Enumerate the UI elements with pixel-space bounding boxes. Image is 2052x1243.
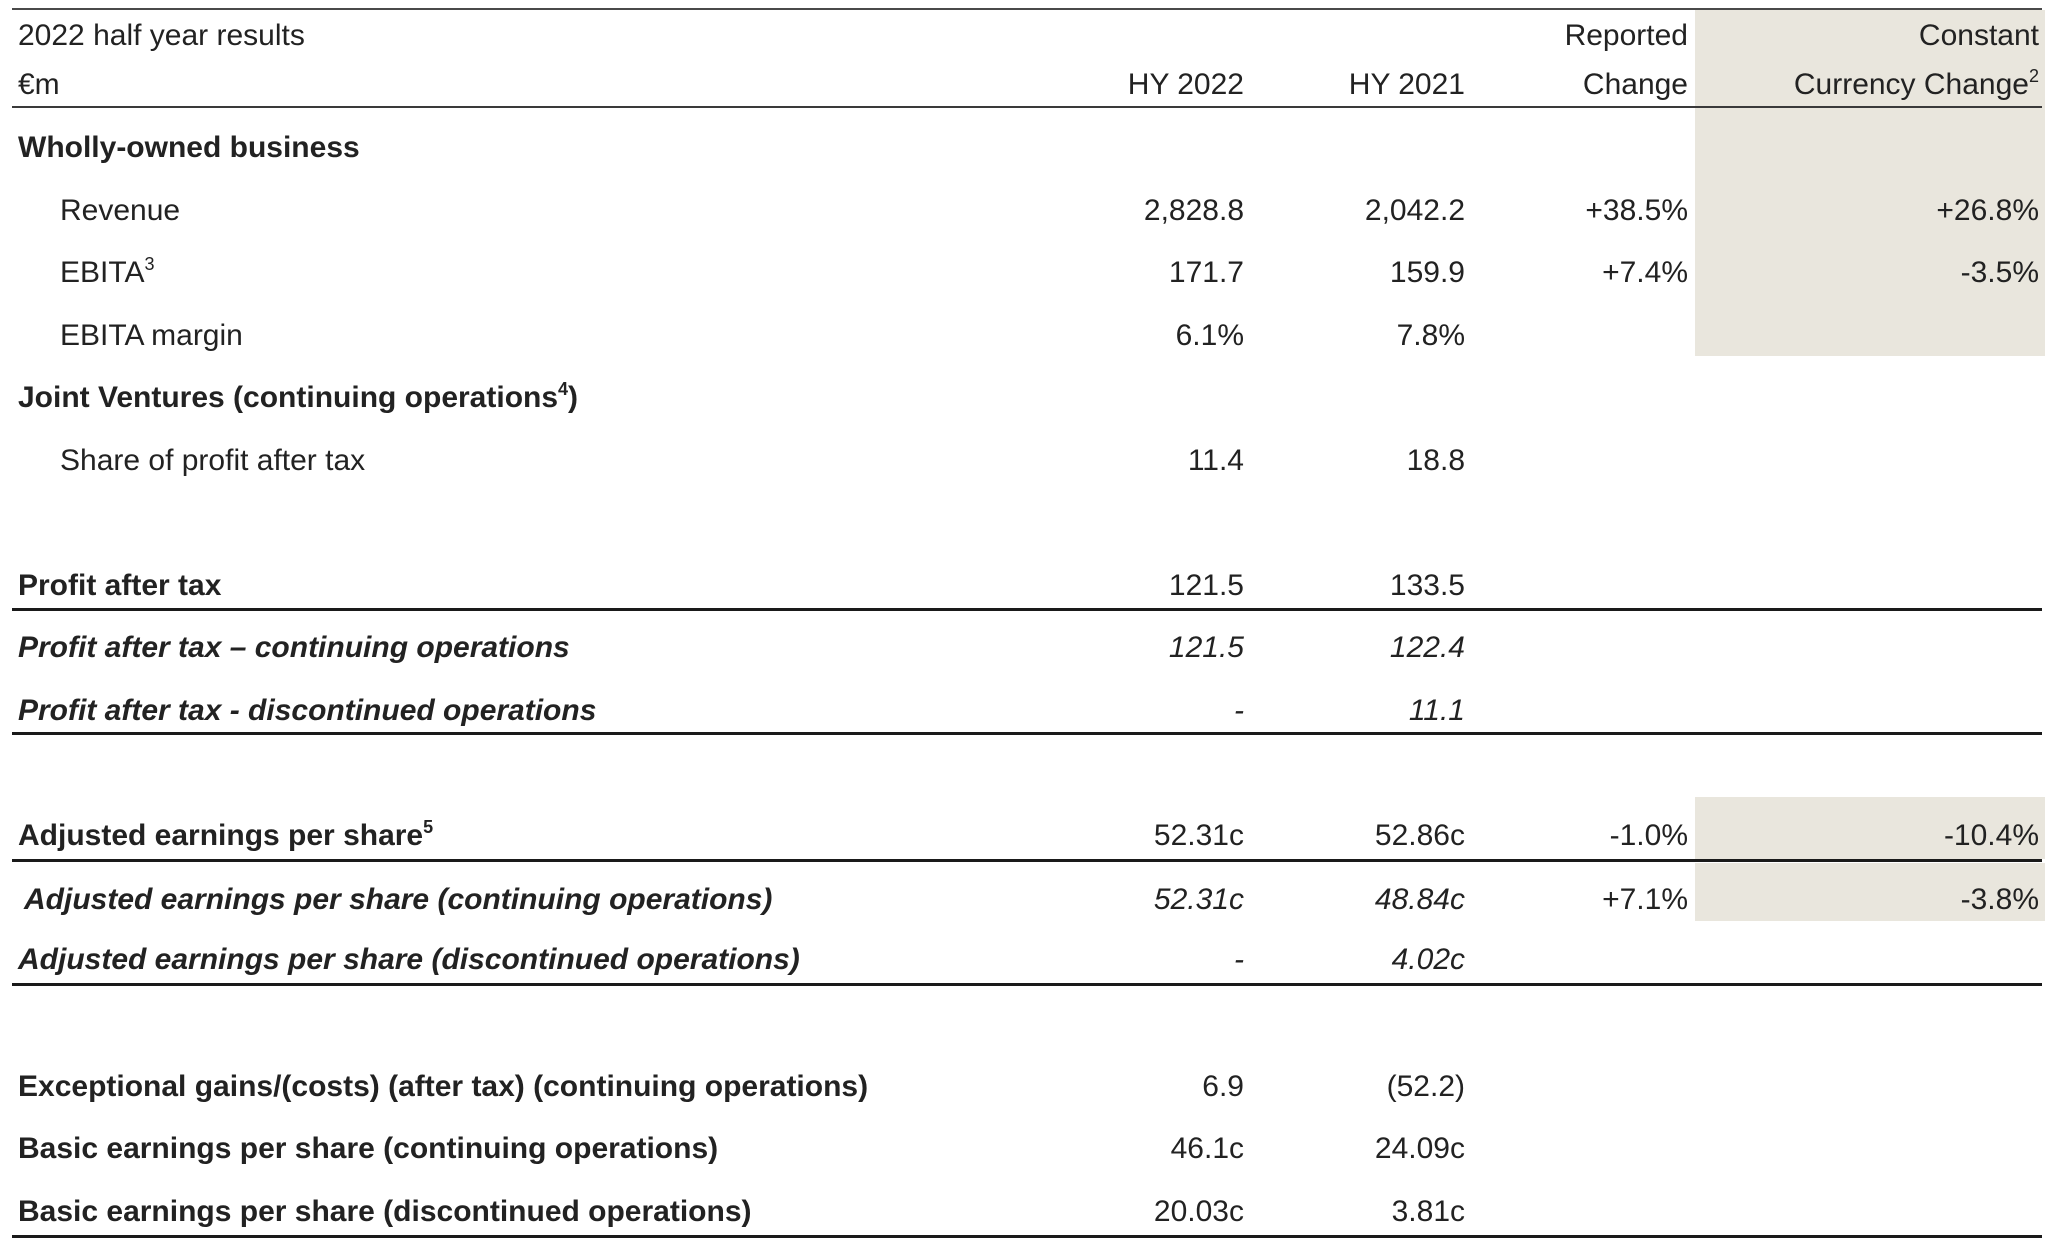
table-row: Basic earnings per share (continuing ope… [0, 1118, 2052, 1180]
table-row: Revenue 2,828.8 2,042.2 +38.5% +26.8% [0, 180, 2052, 242]
row-label: Revenue [60, 194, 181, 227]
reported-change-value: +7.4% [1602, 256, 1688, 289]
table-row: Profit after tax - discontinued operatio… [0, 680, 2052, 742]
hy2021-value: (52.2) [1386, 1070, 1465, 1103]
cc-header-line2: Currency Change2 [1794, 54, 2039, 116]
hy2022-value: - [1234, 694, 1244, 727]
hy2021-value: 159.9 [1389, 256, 1465, 289]
table-row: Share of profit after tax 11.4 18.8 [0, 430, 2052, 492]
hy2022-value: 20.03c [1153, 1195, 1244, 1228]
row-label: Adjusted earnings per share (discontinue… [18, 943, 800, 976]
hy2022-value: 46.1c [1170, 1132, 1244, 1165]
row-label-text: EBITA [60, 256, 145, 289]
footnote-marker: 5 [423, 817, 434, 837]
hy2022-value: 6.1% [1175, 319, 1244, 352]
reported-change-value: +7.1% [1602, 883, 1688, 916]
hy2021-value: 48.84c [1374, 883, 1465, 916]
row-rule [12, 608, 2042, 611]
hy2021-value: 7.8% [1396, 319, 1465, 352]
table-row: Adjusted earnings per share (discontinue… [0, 929, 2052, 991]
footnote-marker: 4 [558, 379, 569, 399]
row-label: Exceptional gains/(costs) (after tax) (c… [18, 1070, 869, 1103]
row-label: EBITA3 [60, 242, 154, 304]
row-label: Adjusted earnings per share5 [18, 805, 433, 867]
hy2022-header: HY 2022 [1127, 68, 1244, 101]
row-label-text: Adjusted earnings per share [18, 819, 424, 852]
row-label: Adjusted earnings per share (continuing … [24, 883, 773, 916]
unit-label: €m [18, 68, 60, 101]
section-heading-joint-ventures: Joint Ventures (continuing operations4) [18, 367, 578, 429]
hy2022-value: 121.5 [1168, 631, 1244, 664]
reported-change-value: -1.0% [1609, 819, 1688, 852]
hy2022-value: - [1234, 943, 1244, 976]
hy2022-value: 52.31c [1153, 819, 1244, 852]
row-label: Profit after tax - discontinued operatio… [18, 694, 597, 727]
table-row: EBITA3 171.7 159.9 +7.4% -3.5% [0, 242, 2052, 304]
cc-change-value: -3.5% [1960, 256, 2039, 289]
cc-change-value: +26.8% [1936, 194, 2039, 227]
hy2022-value: 6.9 [1202, 1070, 1244, 1103]
cc-header-text: Currency Change [1793, 68, 2029, 101]
cc-header-line1: Constant [1918, 19, 2039, 52]
hy2021-value: 52.86c [1374, 819, 1465, 852]
hy2021-value: 133.5 [1389, 569, 1465, 602]
hy2022-value: 121.5 [1168, 569, 1244, 602]
table-row: Adjusted earnings per share (continuing … [0, 869, 2052, 931]
hy2021-value: 24.09c [1374, 1132, 1465, 1165]
hy2021-value: 11.1 [1408, 694, 1465, 727]
section-row: Wholly-owned business [0, 117, 2052, 179]
cc-header-footnote: 2 [2028, 66, 2039, 86]
row-rule [12, 732, 2042, 735]
reported-header-line2: Change [1582, 68, 1688, 101]
section-heading-wholly-owned: Wholly-owned business [18, 131, 360, 164]
hy2021-value: 18.8 [1406, 444, 1465, 477]
table-row: Adjusted earnings per share5 52.31c 52.8… [0, 805, 2052, 867]
row-label: Basic earnings per share (discontinued o… [18, 1195, 752, 1228]
hy2022-value: 52.31c [1153, 883, 1244, 916]
reported-header-line1: Reported [1564, 19, 1688, 52]
header-row-1: 2022 half year results Reported Constant [0, 5, 2052, 67]
table-row: EBITA margin 6.1% 7.8% [0, 305, 2052, 367]
table-title: 2022 half year results [18, 19, 305, 52]
cc-column-shade-eps [1695, 797, 2045, 859]
cc-column-shade-eps-continuing [1695, 863, 2045, 921]
reported-change-value: +38.5% [1585, 194, 1688, 227]
cc-change-value: -3.8% [1960, 883, 2039, 916]
table-row: Exceptional gains/(costs) (after tax) (c… [0, 1056, 2052, 1118]
hy2022-value: 11.4 [1187, 444, 1244, 477]
row-rule [12, 983, 2042, 986]
header-rule [12, 106, 2042, 108]
hy2021-header: HY 2021 [1348, 68, 1465, 101]
cc-change-value: -10.4% [1943, 819, 2039, 852]
bottom-rule [12, 1235, 2042, 1238]
top-border-line [12, 0, 2042, 10]
hy2021-value: 122.4 [1389, 631, 1465, 664]
row-rule [12, 859, 2042, 862]
table-row: Profit after tax – continuing operations… [0, 617, 2052, 679]
section-row: Joint Ventures (continuing operations4) [0, 367, 2052, 429]
hy2022-value: 2,828.8 [1143, 194, 1244, 227]
table-row: Profit after tax 121.5 133.5 [0, 555, 2052, 617]
row-label: Profit after tax – continuing operations [18, 631, 570, 664]
section-heading-close: ) [568, 381, 579, 414]
table-row: Basic earnings per share (discontinued o… [0, 1181, 2052, 1243]
hy2021-value: 3.81c [1391, 1195, 1465, 1228]
hy2021-value: 4.02c [1391, 943, 1465, 976]
hy2021-value: 2,042.2 [1364, 194, 1465, 227]
row-label: Profit after tax [18, 569, 222, 602]
section-heading-text: Joint Ventures (continuing operations [18, 381, 559, 414]
hy2022-value: 171.7 [1168, 256, 1244, 289]
footnote-marker: 3 [144, 254, 155, 274]
row-label: EBITA margin [60, 319, 243, 352]
header-row-2: €m HY 2022 HY 2021 Change Currency Chang… [0, 54, 2052, 116]
row-label: Basic earnings per share (continuing ope… [18, 1132, 719, 1165]
cc-column-shade-top [1695, 10, 2045, 356]
row-label: Share of profit after tax [60, 444, 366, 477]
